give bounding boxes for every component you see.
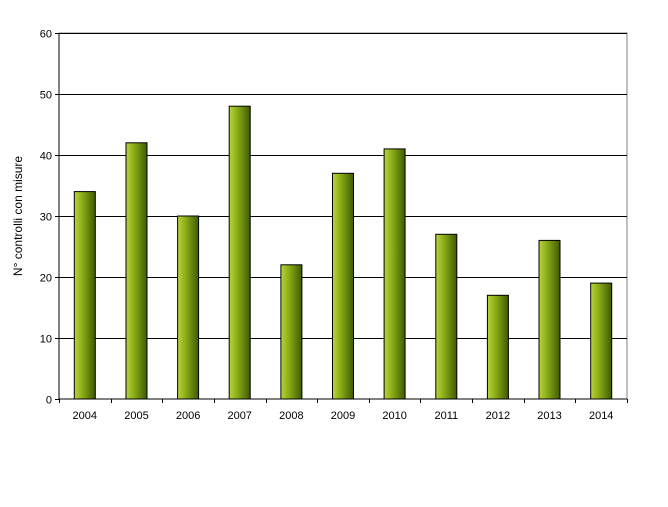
y-ticks: 0 10 20 30 40 50 60 xyxy=(40,29,59,407)
bar-2007 xyxy=(228,105,251,400)
x-tick-label: 2011 xyxy=(434,410,458,422)
bar-2012 xyxy=(486,294,509,400)
x-tick-label: 2006 xyxy=(176,410,200,422)
y-tick-label: 40 xyxy=(40,151,52,163)
gridlines xyxy=(59,33,627,339)
y-tick-label: 30 xyxy=(40,212,52,224)
y-tick-label: 50 xyxy=(40,90,52,102)
y-tick-label: 0 xyxy=(46,395,52,407)
y-axis-title: N° controlli con misure xyxy=(11,156,25,276)
y-tick-label: 20 xyxy=(40,273,52,285)
x-tick-label: 2008 xyxy=(279,410,303,422)
x-tick-label: 2009 xyxy=(331,410,355,422)
x-ticks: 2004 2005 2006 2007 2008 2009 2010 2011 2012 2013… xyxy=(59,399,628,422)
bar-2004 xyxy=(73,191,96,400)
x-tick-label: 2005 xyxy=(124,410,148,422)
x-tick-label: 2013 xyxy=(537,410,561,422)
bar-2014 xyxy=(590,282,613,400)
bar-2008 xyxy=(280,264,303,400)
bar-2013 xyxy=(538,239,561,400)
x-tick-label: 2010 xyxy=(382,410,406,422)
bar-2010 xyxy=(383,148,406,400)
x-tick-label: 2007 xyxy=(227,410,251,422)
bar-2005 xyxy=(125,142,148,400)
bar-2009 xyxy=(332,172,354,400)
bars xyxy=(73,105,613,400)
y-tick-label: 60 xyxy=(40,29,52,41)
x-tick-label: 2012 xyxy=(486,410,510,422)
x-tick-label: 2004 xyxy=(73,410,97,422)
x-tick-label: 2014 xyxy=(589,410,613,422)
bar-2011 xyxy=(435,233,458,400)
bar-2006 xyxy=(177,215,200,400)
y-tick-label: 10 xyxy=(40,334,52,346)
